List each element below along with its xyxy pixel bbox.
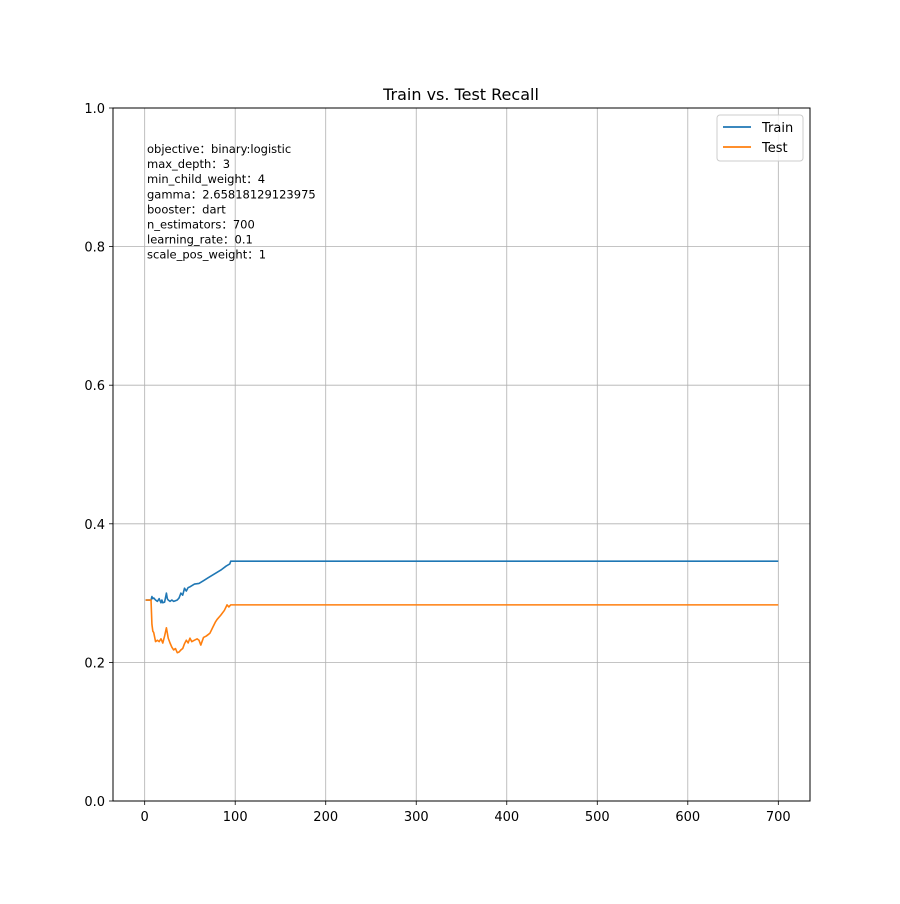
legend-label-train: Train bbox=[761, 121, 793, 136]
x-tick-label: 0 bbox=[141, 810, 149, 825]
series-line-test bbox=[145, 599, 779, 654]
param-line: scale_pos_weight：1 bbox=[147, 248, 266, 262]
param-line: booster：dart bbox=[147, 202, 226, 216]
axes-frame bbox=[112, 107, 811, 802]
param-line: max_depth：3 bbox=[147, 157, 230, 171]
x-tick-label: 500 bbox=[585, 810, 610, 825]
legend: Train Test bbox=[716, 114, 804, 162]
param-line: min_child_weight：4 bbox=[147, 172, 265, 186]
param-line: gamma：2.65818129123975 bbox=[147, 187, 316, 201]
legend-label-test: Test bbox=[761, 141, 788, 156]
y-tick-label: 0.2 bbox=[84, 656, 105, 671]
x-tick-label: 300 bbox=[404, 810, 429, 825]
y-tick-label: 1.0 bbox=[84, 102, 105, 117]
x-tick-label: 400 bbox=[494, 810, 519, 825]
x-tick-label: 700 bbox=[766, 810, 791, 825]
param-line: n_estimators：700 bbox=[147, 218, 255, 232]
x-tick-label: 600 bbox=[675, 810, 700, 825]
series-line-train bbox=[145, 560, 779, 604]
x-tick-label: 200 bbox=[313, 810, 338, 825]
y-tick-label: 0.8 bbox=[84, 241, 105, 256]
x-tick-label: 100 bbox=[223, 810, 248, 825]
tick-layer: 0 100 200 300 400 500 600 700 0.0 0.2 0.4 0.6 0.8 1.0 bbox=[84, 102, 790, 825]
series-layer bbox=[145, 560, 779, 654]
param-line: objective：binary:logistic bbox=[147, 142, 291, 156]
y-tick-label: 0.0 bbox=[84, 795, 105, 810]
y-tick-label: 0.6 bbox=[84, 379, 105, 394]
params-annotation: objective：binary:logisticmax_depth：3min_… bbox=[147, 142, 316, 262]
chart-title: Train vs. Test Recall bbox=[382, 85, 539, 104]
param-line: learning_rate：0.1 bbox=[147, 233, 253, 247]
y-tick-label: 0.4 bbox=[84, 518, 105, 533]
